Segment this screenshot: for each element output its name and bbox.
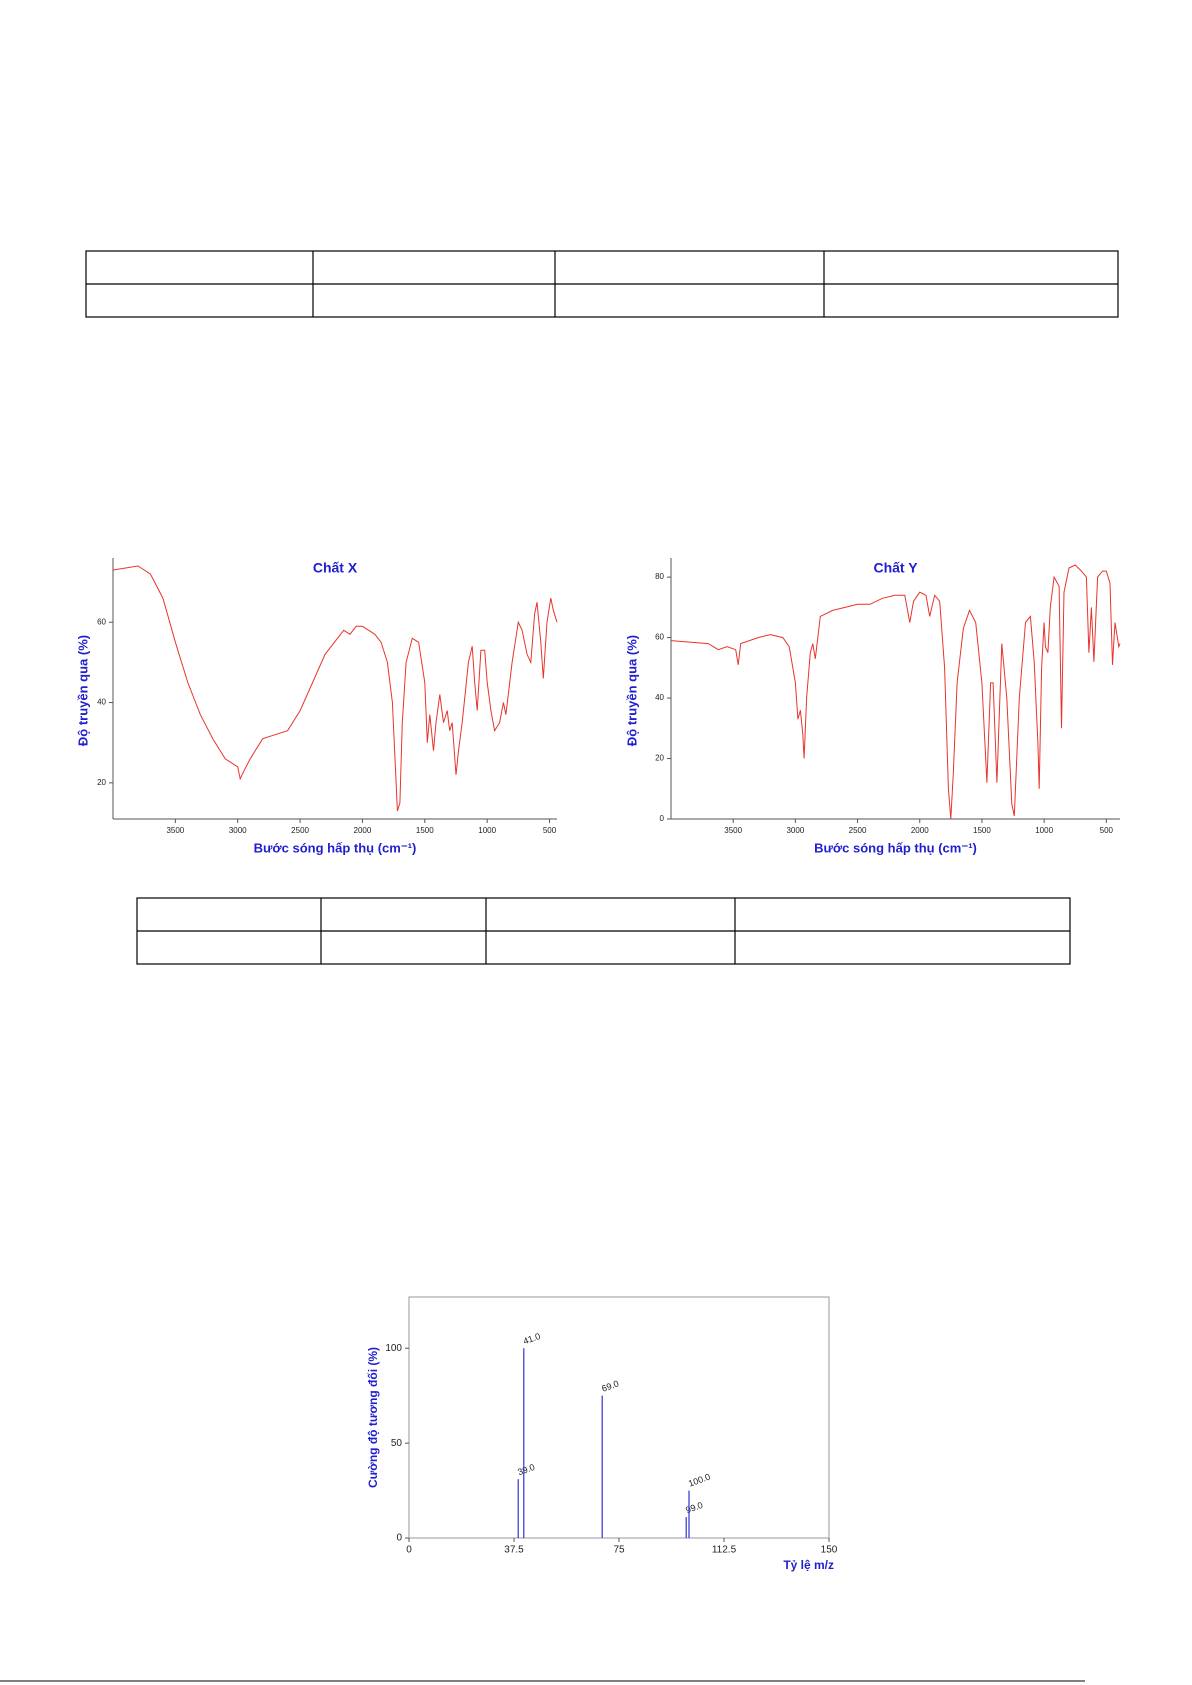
chart-title: Chất Y (873, 560, 918, 576)
peak-label: 100.0 (687, 1472, 712, 1489)
x-tick-label: 3000 (229, 826, 247, 835)
y-axis-label: Độ truyền qua (%) (75, 635, 90, 746)
y-tick-label: 20 (97, 778, 106, 787)
x-tick-label: 2000 (354, 826, 372, 835)
x-tick-label: 1000 (478, 826, 496, 835)
spectrum-line (670, 564, 1121, 820)
x-axis-label: Bước sóng hấp thụ (cm⁻¹) (814, 840, 977, 855)
peak-label: 41.0 (522, 1331, 542, 1346)
x-tick-label: 2500 (291, 826, 309, 835)
y-tick-label: 0 (660, 814, 665, 823)
plot-frame (408, 1296, 830, 1539)
spectrum-line (112, 565, 558, 812)
peak-label: 39.0 (516, 1462, 536, 1477)
x-tick-label: 2000 (911, 826, 929, 835)
y-tick-label: 80 (655, 572, 664, 581)
peak-label: 99.0 (684, 1500, 704, 1515)
x-axis-label: Tỷ lệ m/z (783, 1558, 834, 1572)
x-axis-label: Bước sóng hấp thụ (cm⁻¹) (254, 840, 417, 855)
x-tick-label: 3500 (724, 826, 742, 835)
x-tick-label: 150 (821, 1545, 838, 1556)
table-1 (85, 250, 1119, 318)
x-tick-label: 75 (613, 1545, 625, 1556)
y-axis-label: Độ truyền qua (%) (624, 635, 639, 746)
y-tick-label: 40 (655, 693, 664, 702)
chart-title: Chất X (313, 560, 358, 576)
x-tick-label: 37.5 (504, 1545, 524, 1556)
y-tick-label: 100 (385, 1343, 402, 1354)
x-tick-label: 0 (406, 1545, 412, 1556)
y-tick-label: 20 (655, 754, 664, 763)
x-tick-label: 1000 (1035, 826, 1053, 835)
table-2 (136, 897, 1071, 965)
y-tick-label: 40 (97, 698, 106, 707)
y-axis-label: Cường độ tương đối (%) (366, 1347, 380, 1488)
peak-label: 69.0 (600, 1378, 620, 1393)
x-tick-label: 1500 (973, 826, 991, 835)
y-tick-label: 50 (391, 1438, 403, 1449)
x-tick-label: 112.5 (712, 1545, 737, 1556)
x-tick-label: 500 (543, 826, 557, 835)
x-tick-label: 2500 (849, 826, 867, 835)
x-tick-label: 3500 (166, 826, 184, 835)
y-tick-label: 60 (97, 617, 106, 626)
y-tick-label: 60 (655, 633, 664, 642)
x-tick-label: 1500 (416, 826, 434, 835)
y-tick-label: 0 (396, 1533, 402, 1544)
x-tick-label: 3000 (786, 826, 804, 835)
x-tick-label: 500 (1100, 826, 1114, 835)
